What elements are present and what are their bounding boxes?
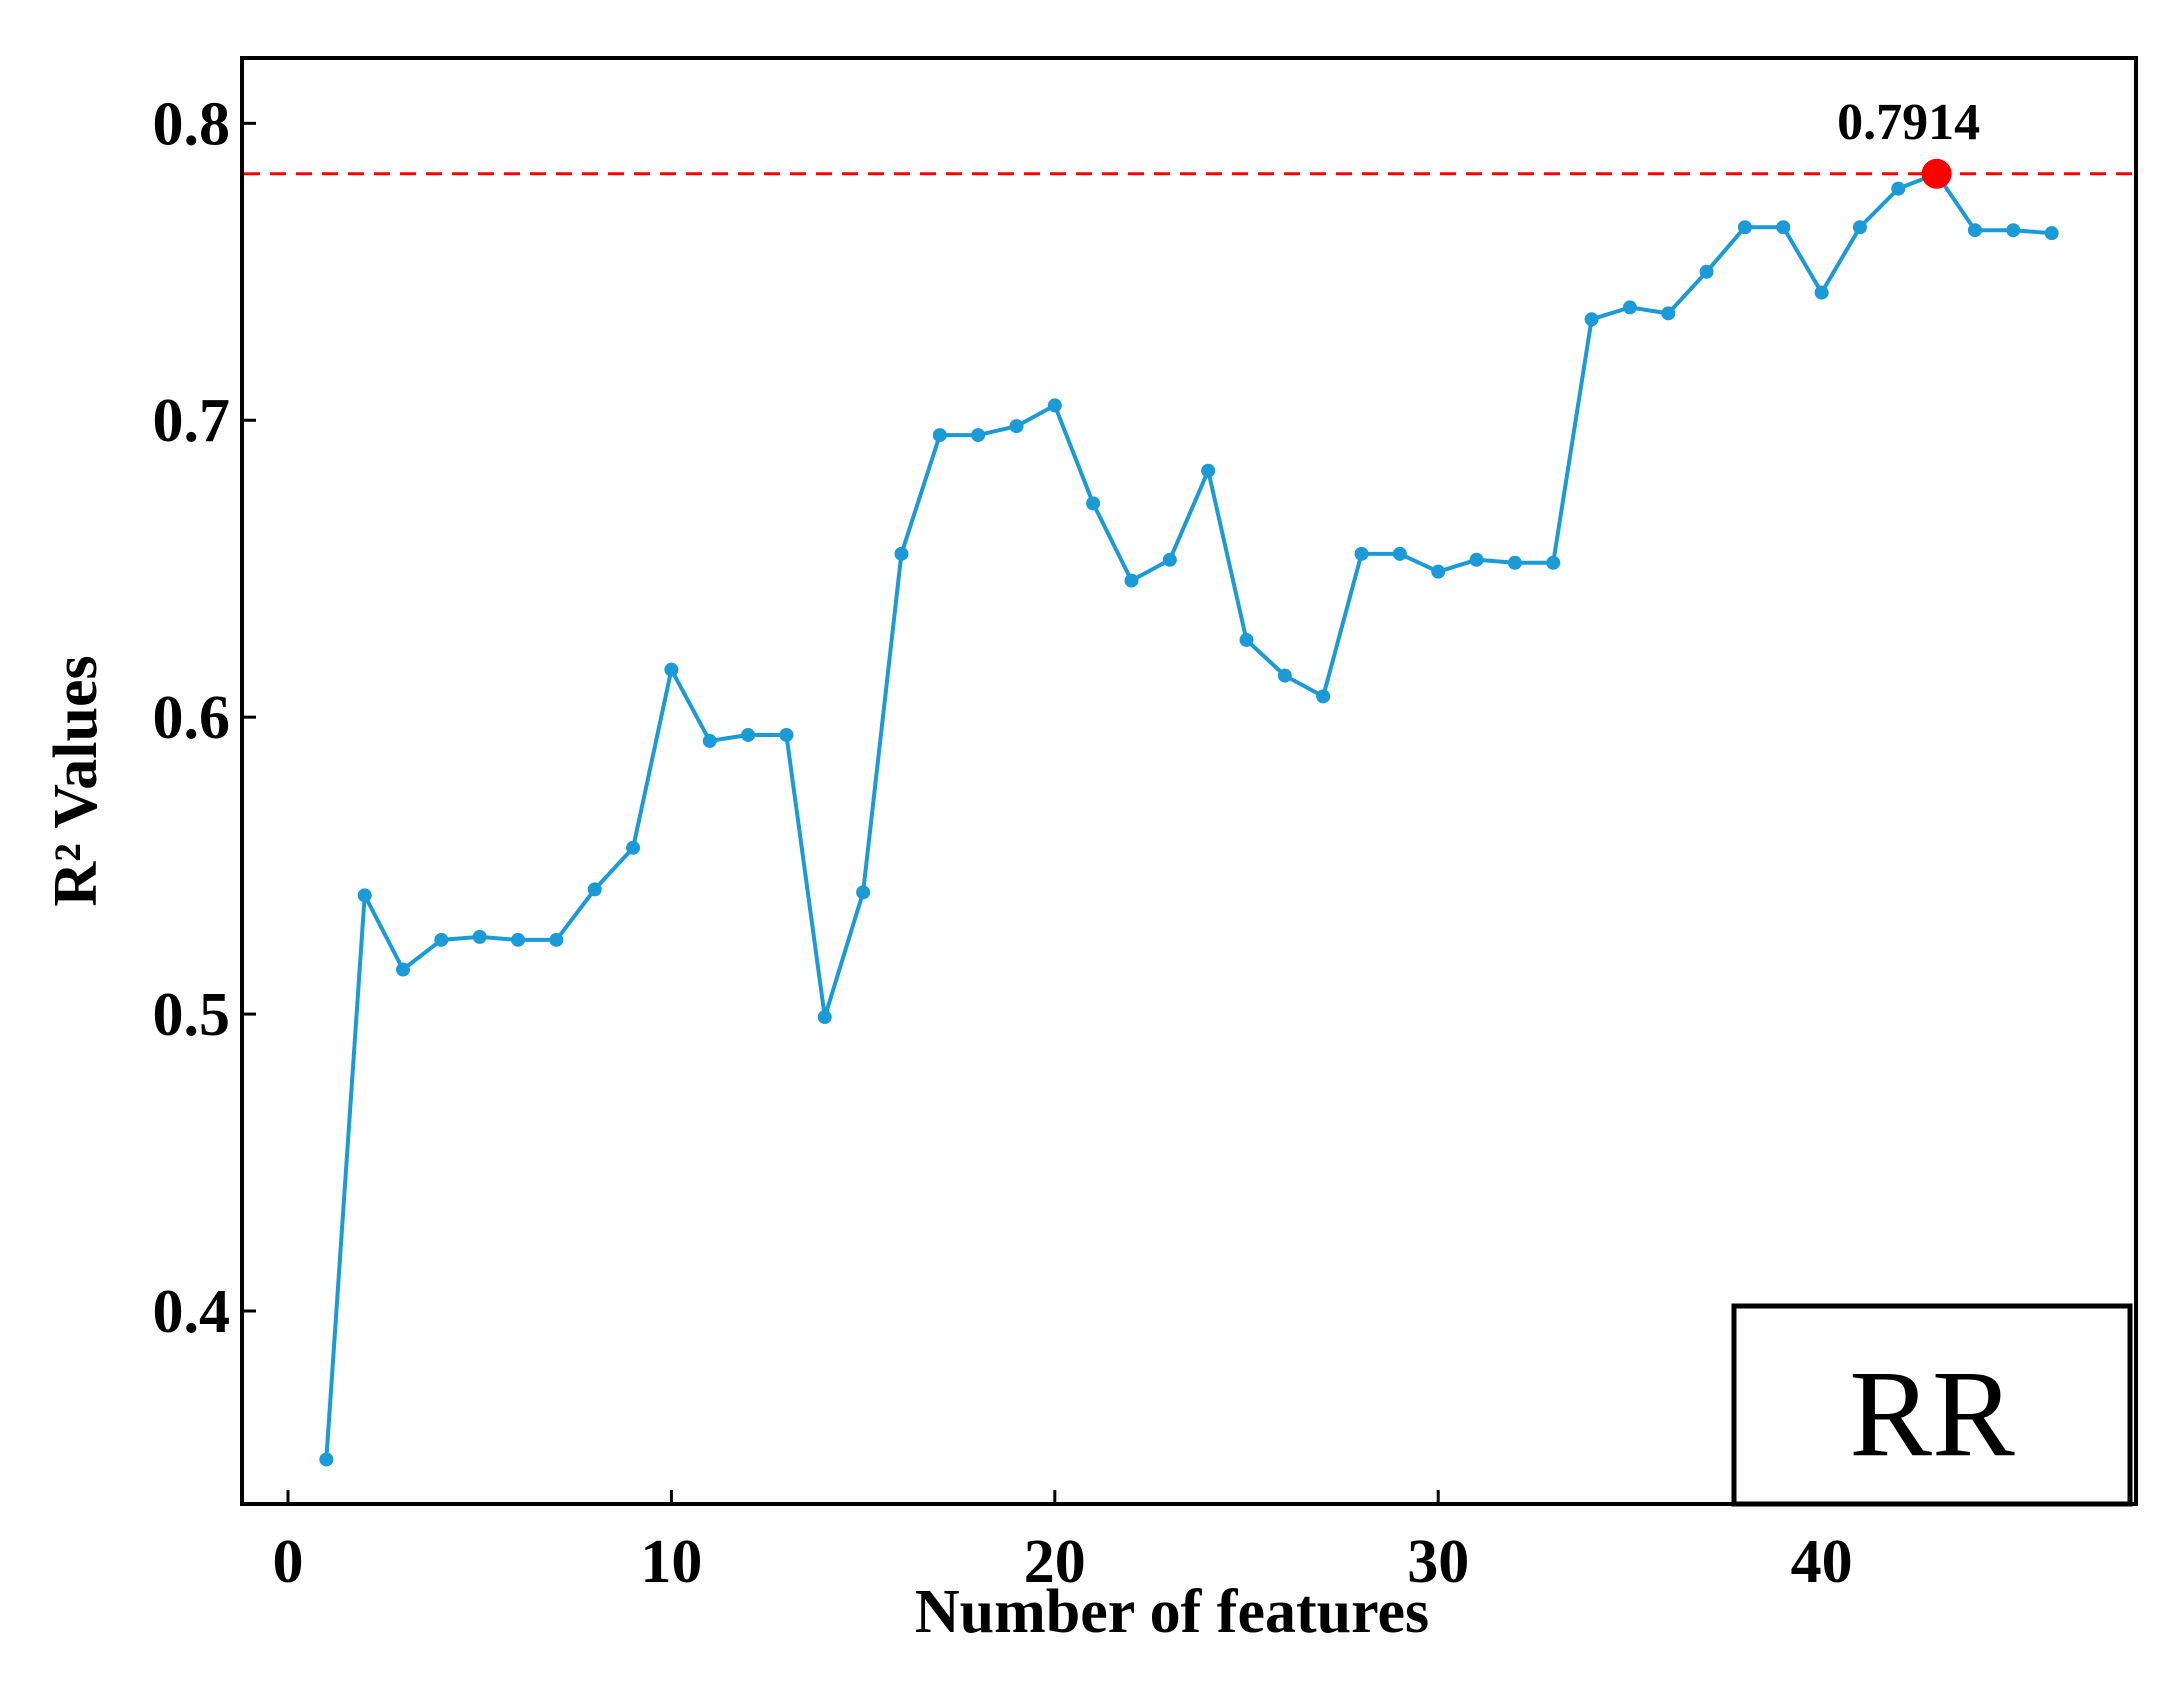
x-tick-label: 40: [1791, 1528, 1853, 1596]
data-point: [1316, 689, 1331, 704]
data-point: [856, 885, 871, 900]
x-tick-label: 10: [640, 1528, 702, 1596]
data-point: [894, 546, 909, 561]
data-point: [1354, 546, 1369, 561]
data-point: [932, 428, 947, 443]
data-point: [741, 727, 756, 742]
data-point: [1507, 555, 1522, 570]
data-point: [664, 662, 679, 677]
data-point: [1546, 555, 1561, 570]
data-point: [434, 932, 449, 947]
data-point: [817, 1010, 832, 1025]
rr-tag-label: RR: [1849, 1345, 2015, 1482]
data-point: [1814, 285, 1829, 300]
data-point: [587, 882, 602, 897]
data-point: [1124, 573, 1139, 588]
data-point: [1277, 668, 1292, 683]
highlight-layer: 0.7914: [1837, 94, 1980, 189]
y-tick-label: 0.7: [153, 387, 231, 455]
rr-tag-box: RR: [1731, 1303, 2133, 1507]
data-point: [1392, 546, 1407, 561]
data-point: [1009, 419, 1024, 434]
data-point: [396, 962, 411, 977]
data-point: [1047, 398, 1062, 413]
data-point: [971, 428, 986, 443]
data-point: [1776, 220, 1791, 235]
data-point: [357, 888, 372, 903]
data-point: [1891, 181, 1906, 196]
data-point: [1431, 564, 1446, 579]
y-tick-label: 0.8: [153, 90, 231, 158]
data-point: [319, 1452, 334, 1467]
data-point: [1737, 220, 1752, 235]
y-axis-title: R² Values: [42, 655, 110, 906]
data-point: [1699, 264, 1714, 279]
plot-frame: [240, 56, 2138, 1506]
data-point: [626, 840, 641, 855]
series-layer: [319, 166, 2059, 1467]
x-axis-title: Number of features: [915, 1578, 1429, 1646]
data-point: [1239, 632, 1254, 647]
data-point: [1086, 496, 1101, 511]
y-tick-label: 0.5: [153, 981, 231, 1049]
data-point: [1469, 552, 1484, 567]
x-tick-label: 0: [273, 1528, 304, 1596]
data-point: [1967, 223, 1982, 238]
data-point: [1584, 312, 1599, 327]
data-point: [472, 929, 487, 944]
data-point: [549, 932, 564, 947]
data-point: [2006, 223, 2021, 238]
tick-layer: 0 10 20 30 40 0.4 0.5 0.6 0.7 0.8: [153, 90, 1853, 1596]
x-tick-label: 30: [1407, 1528, 1469, 1596]
data-point: [1162, 552, 1177, 567]
data-point: [2044, 226, 2059, 241]
best-point-marker: [1921, 158, 1952, 189]
y-tick-label: 0.4: [153, 1278, 231, 1346]
x-tick-label: 20: [1024, 1528, 1086, 1596]
data-point: [779, 727, 794, 742]
best-value-annotation: 0.7914: [1837, 94, 1980, 151]
data-point: [1852, 220, 1867, 235]
data-point: [511, 932, 526, 947]
data-point: [702, 733, 717, 748]
data-point: [1661, 306, 1676, 321]
data-point: [1201, 463, 1216, 478]
series-line: [324, 171, 2052, 1460]
data-point: [1622, 300, 1637, 315]
y-tick-label: 0.6: [153, 684, 231, 752]
